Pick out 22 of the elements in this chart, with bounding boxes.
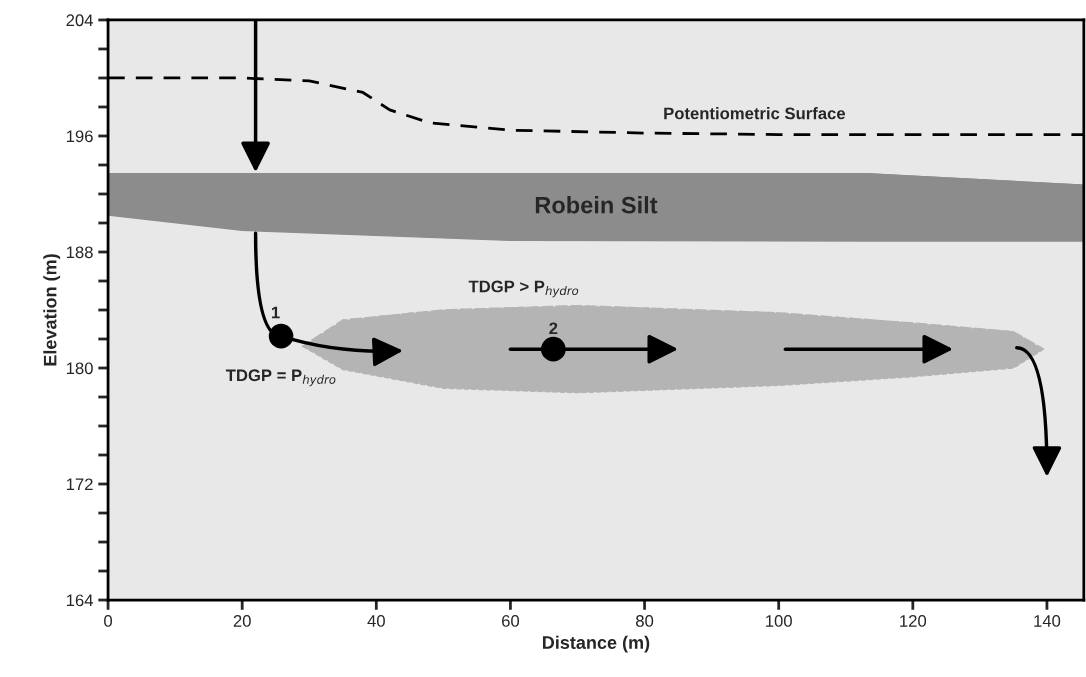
y-tick-label: 196 [66, 130, 93, 143]
annotation: 2 [549, 322, 558, 335]
x-tick-label: 60 [502, 615, 520, 627]
series-label: Potentiometric Surface [664, 107, 846, 120]
annotation: Robein Silt [535, 196, 658, 214]
y-tick-label: 172 [66, 478, 93, 491]
x-tick-label: 140 [1034, 615, 1061, 627]
y-tick-label: 188 [66, 246, 93, 259]
y-tick-label: 180 [66, 362, 93, 375]
y-axis-title: Elevation (m) [43, 254, 61, 366]
x-tick-label: 100 [766, 615, 792, 627]
annotation: TDGP > P$_{hydro}$ [468, 280, 579, 298]
x-tick-label: 0 [104, 615, 113, 627]
x-axis-title: Distance (m) [542, 635, 650, 653]
annotation: TDGP = P$_{hydro}$ [225, 369, 336, 387]
x-tick-label: 120 [900, 615, 927, 627]
x-tick-label: 20 [233, 615, 251, 627]
x-tick-label: 80 [636, 615, 654, 627]
y-tick-label: 164 [66, 594, 93, 607]
annotation: 1 [271, 306, 280, 319]
y-tick-label: 204 [66, 14, 93, 27]
x-tick-label: 40 [367, 615, 385, 627]
